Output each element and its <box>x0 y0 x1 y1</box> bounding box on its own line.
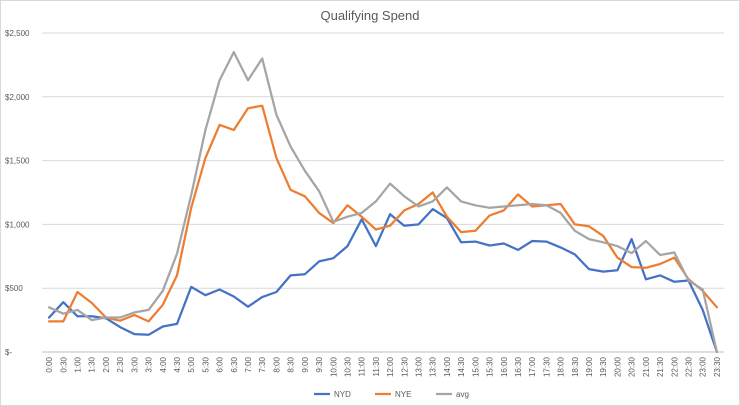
x-tick-label: 20:30 <box>628 356 637 377</box>
x-tick-label: 8:00 <box>272 356 281 372</box>
x-tick-label: 20:00 <box>613 356 622 377</box>
x-tick-label: 0:00 <box>45 356 54 372</box>
y-tick-label: $1,500 <box>5 157 30 166</box>
x-tick-label: 22:00 <box>670 356 679 377</box>
x-tick-label: 23:00 <box>699 356 708 377</box>
x-tick-label: 15:30 <box>486 356 495 377</box>
legend-label: avg <box>456 390 469 399</box>
x-tick-label: 10:00 <box>329 356 338 377</box>
x-tick-label: 21:00 <box>642 356 651 377</box>
x-tick-label: 8:30 <box>287 356 296 372</box>
x-tick-label: 6:00 <box>216 356 225 372</box>
x-tick-label: 1:00 <box>74 356 83 372</box>
x-tick-label: 16:30 <box>514 356 523 377</box>
legend-label: NYE <box>395 390 411 399</box>
x-tick-label: 17:00 <box>528 356 537 377</box>
x-tick-label: 9:30 <box>315 356 324 372</box>
series-line-nyd <box>47 207 719 354</box>
y-tick-label: $1,000 <box>5 220 30 229</box>
x-tick-label: 10:30 <box>343 356 352 377</box>
legend-label: NYD <box>334 390 351 399</box>
y-tick-label: $2,000 <box>5 93 30 102</box>
x-tick-label: 18:30 <box>571 356 580 377</box>
x-tick-label: 12:30 <box>400 356 409 377</box>
chart-title: Qualifying Spend <box>320 8 419 23</box>
series-lines <box>47 50 719 354</box>
x-tick-label: 1:30 <box>88 356 97 372</box>
x-tick-label: 5:30 <box>201 356 210 372</box>
x-tick-label: 14:30 <box>457 356 466 377</box>
x-tick-label: 5:00 <box>187 356 196 372</box>
x-tick-label: 6:30 <box>230 356 239 372</box>
x-tick-label: 17:30 <box>542 356 551 377</box>
x-tick-label: 22:30 <box>684 356 693 377</box>
y-axis: $- $500 $1,000 $1,500 $2,000 $2,500 <box>5 29 30 357</box>
x-tick-label: 21:30 <box>656 356 665 377</box>
x-tick-label: 19:00 <box>585 356 594 377</box>
x-tick-label: 11:30 <box>372 356 381 376</box>
x-tick-label: 9:00 <box>301 356 310 372</box>
x-tick-label: 2:00 <box>102 356 111 372</box>
legend: NYD NYE avg <box>314 390 469 399</box>
x-tick-label: 19:30 <box>599 356 608 377</box>
x-tick-label: 4:00 <box>159 356 168 372</box>
series-line-nye <box>47 104 719 323</box>
series-line-avg <box>47 50 719 354</box>
x-tick-label: 18:00 <box>557 356 566 377</box>
x-axis: 0:00 0:30 1:00 1:30 2:00 2:30 3:00 3:30 4:00 4:30… <box>45 356 722 377</box>
x-tick-label: 7:30 <box>258 356 267 372</box>
x-tick-label: 12:00 <box>386 356 395 377</box>
y-tick-label: $500 <box>5 284 23 293</box>
y-tick-label: $2,500 <box>5 29 30 38</box>
x-tick-label: 14:00 <box>443 356 452 377</box>
y-tick-label: $- <box>5 348 12 357</box>
x-tick-label: 0:30 <box>59 356 68 372</box>
x-tick-label: 13:00 <box>415 356 424 377</box>
x-tick-label: 16:00 <box>500 356 509 377</box>
x-tick-label: 11:00 <box>358 356 367 376</box>
x-tick-label: 15:00 <box>471 356 480 377</box>
x-tick-label: 13:30 <box>429 356 438 377</box>
gridlines <box>42 32 724 353</box>
x-tick-label: 4:30 <box>173 356 182 372</box>
x-tick-label: 7:00 <box>244 356 253 372</box>
x-tick-label: 3:00 <box>130 356 139 372</box>
x-tick-label: 2:30 <box>116 356 125 372</box>
x-tick-label: 23:30 <box>713 356 722 377</box>
x-tick-label: 3:30 <box>145 356 154 372</box>
